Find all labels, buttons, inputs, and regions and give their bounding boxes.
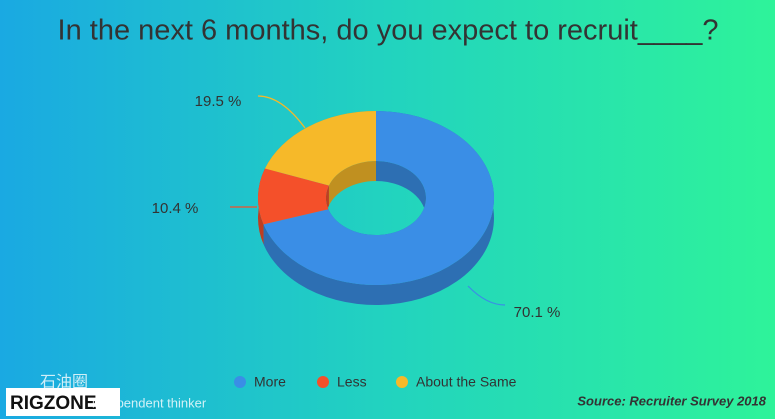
- slice: [258, 168, 329, 225]
- slice-inner-side: [328, 161, 376, 206]
- data-label: 70.1 %: [514, 304, 561, 321]
- legend-swatch: [234, 376, 246, 388]
- watermark-tagline: independent thinker: [92, 395, 207, 410]
- data-label: 10.4 %: [152, 200, 199, 217]
- slice: [263, 111, 494, 285]
- logo: RIGZONE: [10, 393, 97, 414]
- chart-title: In the next 6 months, do you expect to r…: [58, 15, 719, 47]
- leader-line: [257, 95, 306, 129]
- legend-swatch: [396, 376, 408, 388]
- legend-label: About the Same: [416, 374, 517, 390]
- source: Source: Recruiter Survey 2018: [577, 393, 766, 408]
- legend-label: More: [254, 374, 286, 390]
- slice: [264, 111, 376, 186]
- watermark-brand: 石油圈: [40, 373, 88, 391]
- legend-label: Less: [337, 374, 367, 390]
- data-label: 19.5 %: [195, 93, 242, 110]
- leader-line: [467, 285, 506, 306]
- logo-box: [6, 388, 120, 416]
- legend-swatch: [317, 376, 329, 388]
